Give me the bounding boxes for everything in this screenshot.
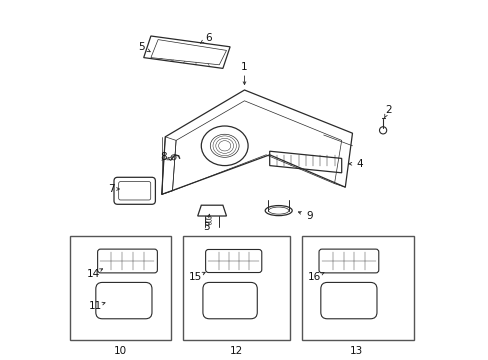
Text: 12: 12 <box>229 346 243 356</box>
Text: 5: 5 <box>138 42 145 52</box>
Text: 14: 14 <box>86 269 100 279</box>
Text: 8: 8 <box>160 152 166 162</box>
Text: 4: 4 <box>356 159 362 169</box>
Text: 16: 16 <box>307 272 321 282</box>
Bar <box>70 236 170 340</box>
Text: 3: 3 <box>203 222 209 232</box>
Bar <box>302 236 413 340</box>
Bar <box>183 236 289 340</box>
Text: 9: 9 <box>305 211 312 221</box>
Text: 15: 15 <box>188 272 202 282</box>
Text: 11: 11 <box>88 301 102 311</box>
Text: 6: 6 <box>205 33 211 43</box>
Text: 2: 2 <box>385 105 391 115</box>
Text: 10: 10 <box>114 346 126 356</box>
Text: 13: 13 <box>349 346 362 356</box>
Text: 7: 7 <box>108 184 114 194</box>
Text: 1: 1 <box>241 62 247 72</box>
